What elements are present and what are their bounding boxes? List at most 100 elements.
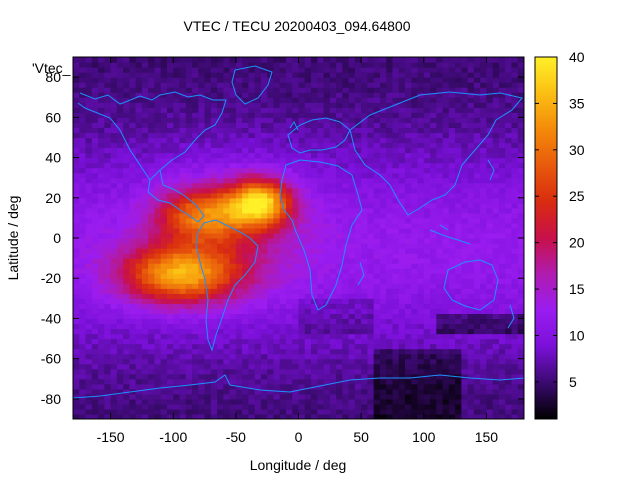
heatmap-cell — [185, 92, 193, 98]
heatmap-cell — [373, 283, 381, 289]
heatmap-cell — [166, 403, 174, 410]
heatmap-cell — [498, 67, 506, 73]
heatmap-cell — [160, 227, 168, 234]
heatmap-cell — [198, 162, 206, 169]
heatmap-cell — [348, 232, 356, 239]
heatmap-cell — [279, 403, 287, 410]
heatmap-cell — [361, 268, 369, 274]
heatmap-cell — [116, 378, 124, 385]
heatmap-cell — [104, 112, 112, 118]
heatmap-cell — [342, 172, 350, 179]
heatmap-cell — [104, 373, 112, 380]
heatmap-cell — [135, 313, 143, 320]
heatmap-cell — [279, 398, 287, 405]
heatmap-cell — [430, 212, 437, 219]
heatmap-cell — [480, 383, 488, 390]
heatmap-cell — [455, 283, 462, 289]
heatmap-cell — [104, 107, 112, 113]
heatmap-cell — [473, 122, 481, 128]
heatmap-cell — [104, 117, 112, 123]
heatmap-cell — [329, 263, 337, 269]
heatmap-cell — [242, 303, 249, 309]
heatmap-cell — [423, 273, 431, 279]
heatmap-cell — [273, 303, 281, 309]
heatmap-cell — [123, 67, 130, 73]
heatmap-cell — [129, 192, 137, 199]
heatmap-cell — [148, 137, 156, 144]
heatmap-cell — [192, 253, 199, 259]
heatmap-cell — [154, 57, 162, 63]
heatmap-cell — [223, 117, 231, 123]
heatmap-cell — [498, 343, 506, 350]
heatmap-cell — [179, 238, 187, 244]
heatmap-cell — [373, 333, 381, 340]
heatmap-cell — [210, 232, 218, 239]
heatmap-cell — [116, 142, 124, 149]
heatmap-cell — [235, 187, 243, 194]
heatmap-cell — [73, 408, 80, 415]
heatmap-cell — [148, 378, 156, 385]
heatmap-cell — [311, 408, 318, 415]
heatmap-cell — [123, 348, 130, 355]
heatmap-cell — [116, 303, 124, 309]
heatmap-cell — [110, 313, 118, 320]
heatmap-cell — [323, 313, 331, 320]
heatmap-cell — [166, 393, 174, 400]
heatmap-cell — [379, 358, 387, 365]
heatmap-cell — [235, 87, 243, 93]
heatmap-cell — [379, 117, 387, 123]
heatmap-cell — [486, 243, 494, 249]
heatmap-cell — [248, 298, 256, 304]
heatmap-cell — [423, 192, 431, 199]
heatmap-cell — [185, 293, 193, 299]
heatmap-cell — [141, 243, 149, 249]
heatmap-cell — [342, 278, 350, 284]
heatmap-cell — [154, 243, 162, 249]
heatmap-cell — [404, 398, 412, 405]
heatmap-cell — [116, 308, 124, 315]
heatmap-cell — [436, 172, 444, 179]
heatmap-cell — [123, 378, 130, 385]
heatmap-cell — [348, 343, 356, 350]
heatmap-cell — [235, 227, 243, 234]
heatmap-cell — [386, 57, 394, 63]
heatmap-cell — [135, 373, 143, 380]
heatmap-cell — [392, 87, 400, 93]
heatmap-cell — [98, 122, 105, 128]
heatmap-cell — [210, 368, 218, 375]
heatmap-cell — [498, 403, 506, 410]
heatmap-cell — [242, 57, 249, 63]
heatmap-cell — [192, 177, 199, 184]
heatmap-cell — [348, 348, 356, 355]
heatmap-cell — [166, 212, 174, 219]
heatmap-cell — [148, 182, 156, 189]
heatmap-cell — [260, 253, 268, 259]
heatmap-cell — [154, 217, 162, 224]
heatmap-cell — [285, 378, 293, 385]
heatmap-cell — [461, 97, 469, 103]
heatmap-cell — [486, 283, 494, 289]
heatmap-cell — [123, 338, 130, 345]
heatmap-cell — [116, 232, 124, 239]
heatmap-cell — [342, 107, 350, 113]
heatmap-cell — [110, 333, 118, 340]
heatmap-cell — [304, 358, 312, 365]
heatmap-cell — [430, 373, 437, 380]
heatmap-cell — [129, 353, 137, 360]
heatmap-cell — [455, 177, 462, 184]
heatmap-cell — [317, 353, 325, 360]
heatmap-cell — [392, 268, 400, 274]
heatmap-cell — [292, 192, 300, 199]
heatmap-cell — [273, 348, 281, 355]
heatmap-cell — [423, 207, 431, 214]
heatmap-cell — [486, 238, 494, 244]
heatmap-cell — [273, 117, 281, 123]
heatmap-cell — [336, 338, 343, 345]
heatmap-cell — [104, 167, 112, 174]
heatmap-cell — [436, 232, 444, 239]
heatmap-cell — [267, 338, 275, 345]
heatmap-cell — [204, 197, 212, 204]
heatmap-cell — [404, 383, 412, 390]
heatmap-cell — [323, 122, 331, 128]
heatmap-cell — [173, 318, 181, 325]
